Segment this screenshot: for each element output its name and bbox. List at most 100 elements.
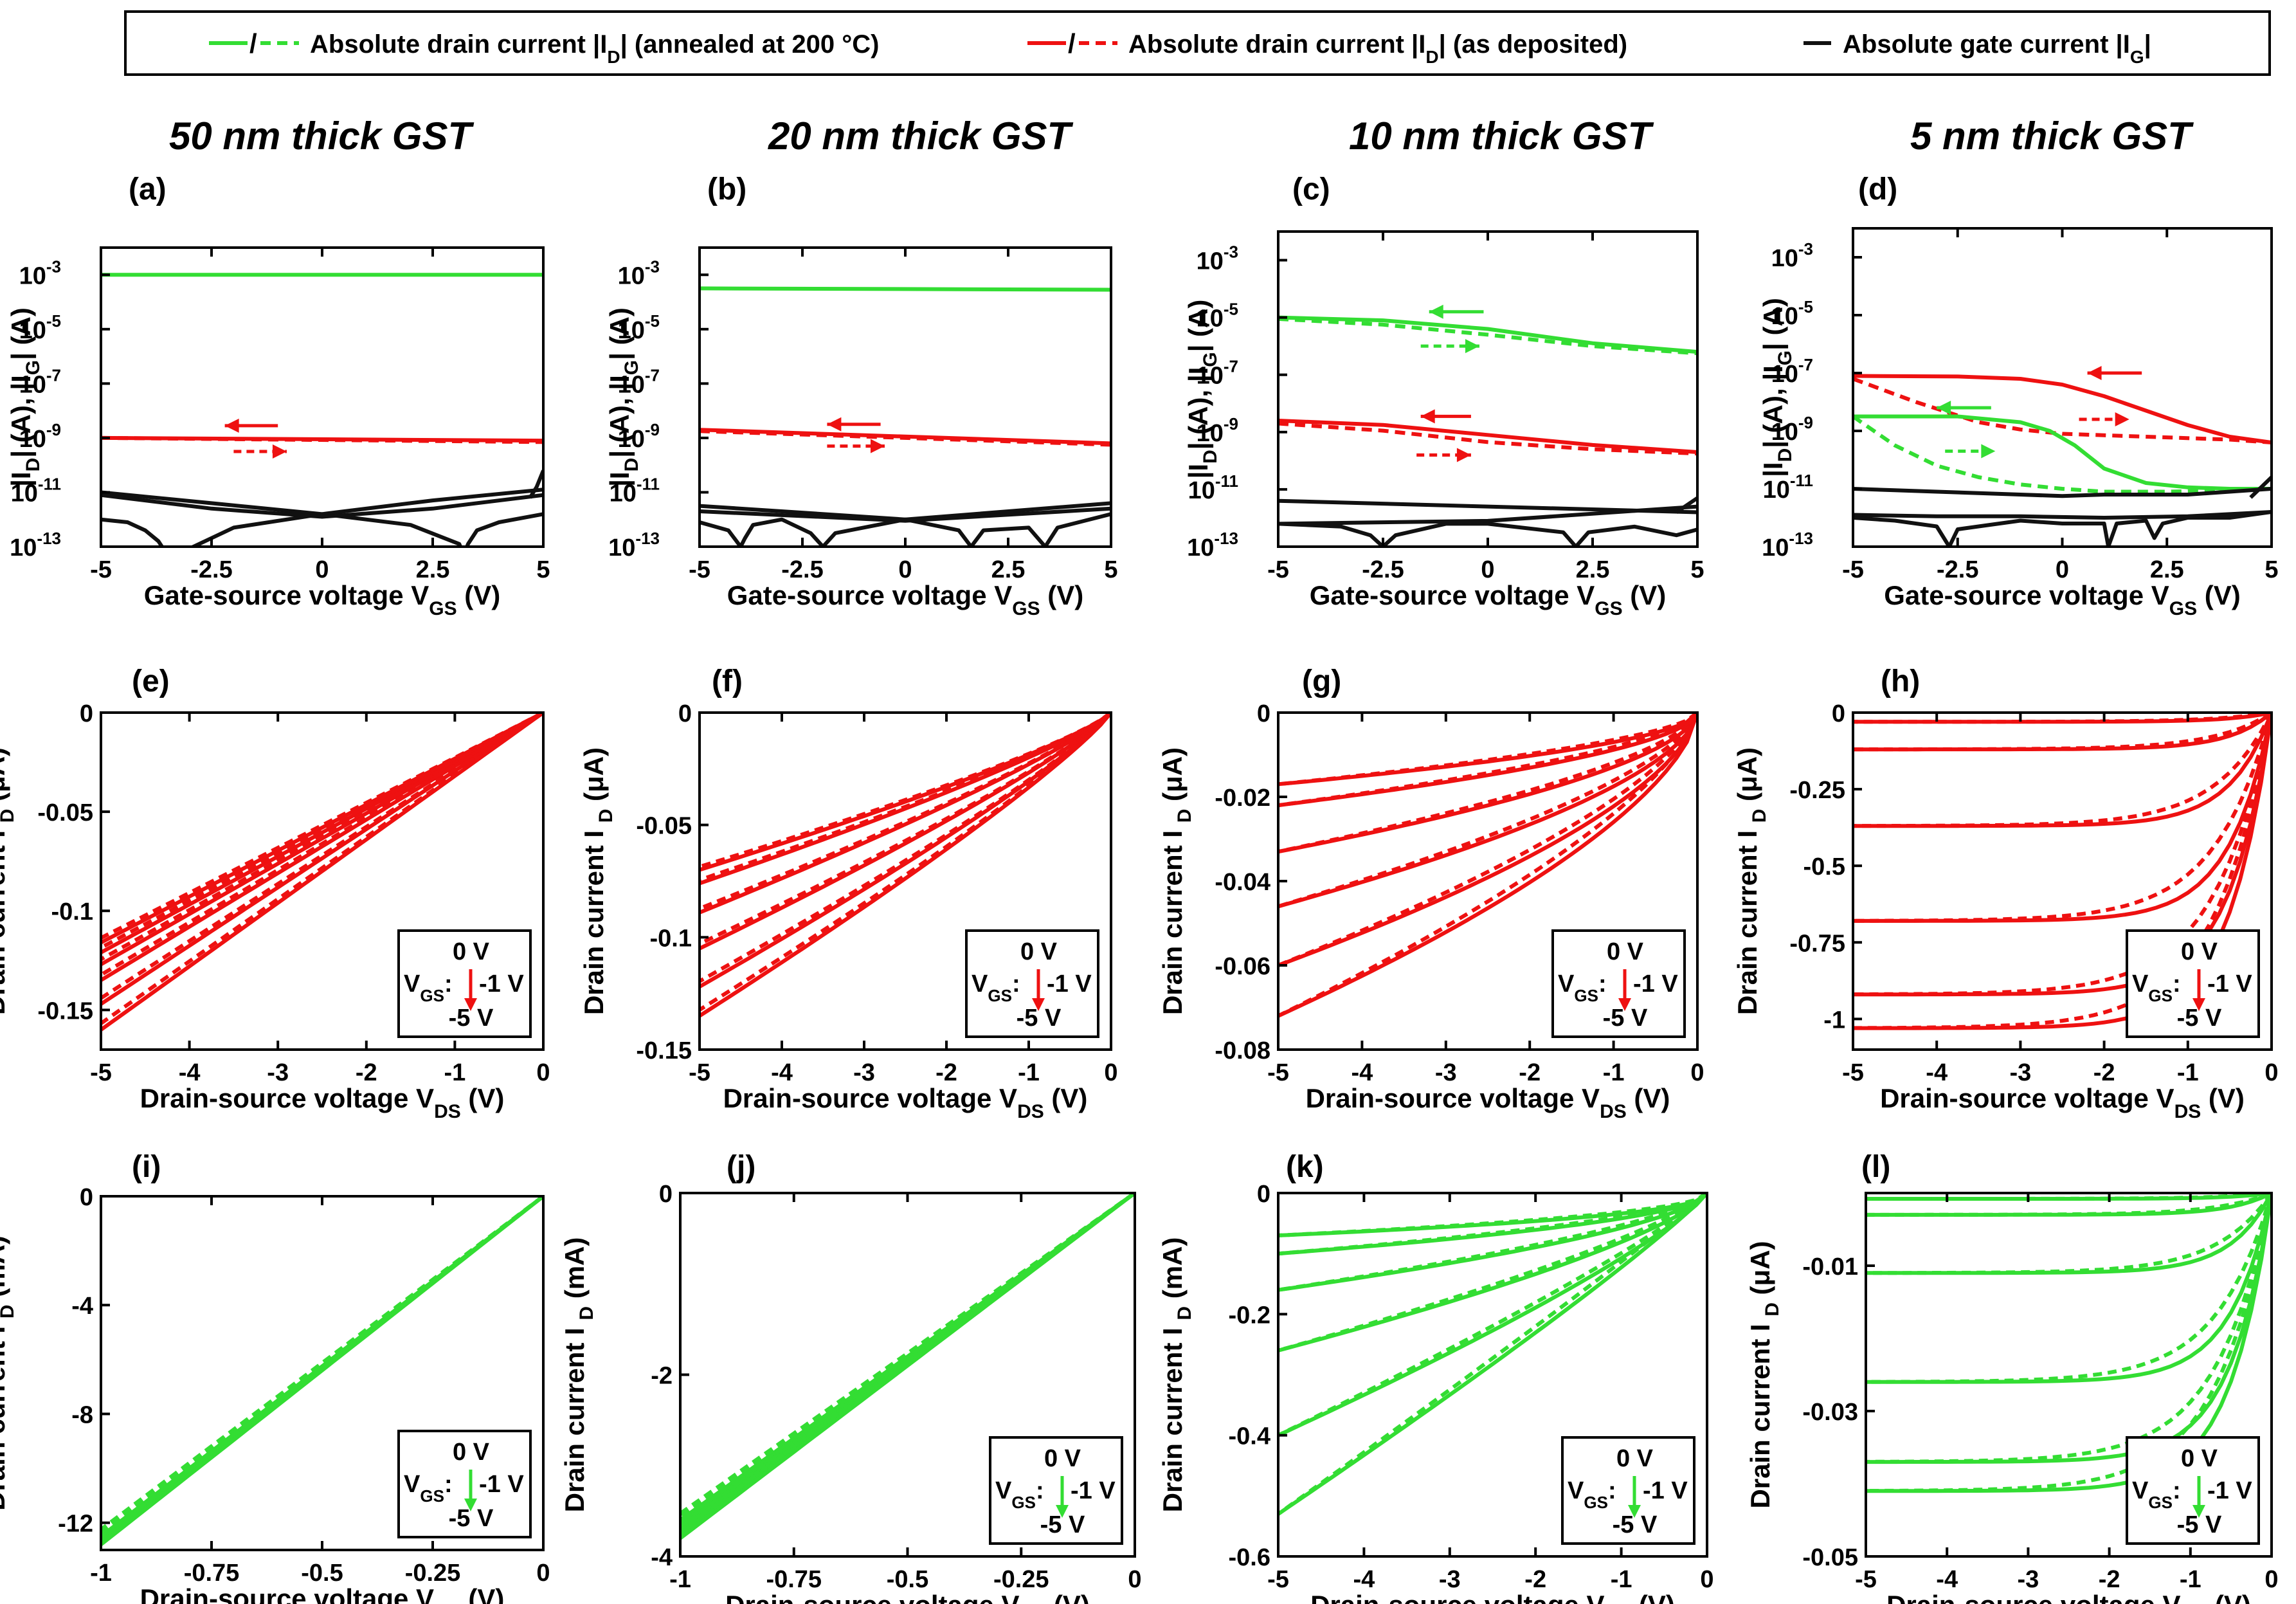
curve-solid-2 bbox=[1866, 1193, 2272, 1275]
vgs-top-label: 0 V bbox=[453, 1439, 490, 1466]
series-annealed-id-fwd bbox=[1278, 315, 1697, 354]
x-tick-label: -5 bbox=[1855, 1566, 1877, 1593]
vgs-sub: GS bbox=[1574, 986, 1598, 1005]
curve-dashed-0 bbox=[1278, 713, 1697, 787]
y-tick-label: -0.05 bbox=[1802, 1544, 1858, 1571]
vgs-sub: GS bbox=[2148, 986, 2173, 1005]
x-tick-label: 0 bbox=[1700, 1566, 1713, 1593]
series-annealed-id-rev bbox=[1853, 415, 2272, 494]
y-label-sub: D bbox=[1775, 448, 1796, 462]
curve-dashed-2 bbox=[700, 713, 1111, 911]
y-axis-label: Drain current I D (μA) bbox=[1157, 747, 1195, 1015]
y-axis-label: Drain current I D (mA) bbox=[1157, 1237, 1195, 1513]
direction-arrow-head bbox=[1420, 409, 1435, 424]
vgs-top-label: 0 V bbox=[2181, 938, 2218, 965]
y-axis-label: |ID| (A), |IG| (A) bbox=[1183, 300, 1221, 479]
series-gate-branch-3 bbox=[700, 506, 1111, 523]
y-label-sub: D bbox=[1762, 1302, 1783, 1317]
direction-arrow-head bbox=[2087, 366, 2102, 380]
y-label-part: |I bbox=[604, 471, 635, 486]
y-axis-label: Drain current I D (μA) bbox=[1732, 747, 1770, 1015]
series-annealed-id- bbox=[700, 286, 1111, 292]
y-label-part: Drain current I bbox=[579, 823, 609, 1015]
y-tick-label: -0.25 bbox=[1789, 777, 1845, 804]
vgs-box-frame bbox=[397, 1430, 532, 1538]
curve-dashed-5 bbox=[1866, 1193, 2272, 1493]
vgs-arrow-head bbox=[464, 1499, 477, 1511]
legend-frame bbox=[124, 10, 2271, 76]
curve-solid-4 bbox=[1866, 1193, 2272, 1464]
curve-dashed-3 bbox=[101, 1196, 543, 1540]
series-gate-branch-1 bbox=[101, 512, 543, 547]
y-tick-label: -0.15 bbox=[636, 1037, 692, 1064]
axes-frame bbox=[698, 246, 1112, 548]
axes-frame bbox=[698, 711, 1112, 1051]
y-tick-label: -0.04 bbox=[1215, 869, 1270, 896]
series-gate-branch-4 bbox=[528, 469, 543, 499]
x-tick-label: -4 bbox=[1936, 1566, 1958, 1593]
x-tick-label: -4 bbox=[1353, 1566, 1375, 1593]
direction-arrow-head bbox=[1937, 401, 1951, 415]
x-tick-label: -0.5 bbox=[301, 1560, 343, 1587]
y-label-sub: D bbox=[621, 458, 642, 472]
curve-dashed-5 bbox=[1278, 1193, 1707, 1516]
x-tick-label: -2.5 bbox=[781, 556, 823, 583]
x-tick-label: -5 bbox=[90, 556, 112, 583]
x-tick-label: -3 bbox=[1435, 1059, 1457, 1086]
x-label-sub: DS bbox=[1600, 1101, 1627, 1122]
vgs-colon: : bbox=[444, 1471, 453, 1498]
y-tick-exponent: -9 bbox=[1798, 413, 1813, 432]
curve-dashed-1 bbox=[101, 713, 543, 950]
y-axis-label: |ID| (A), |IG| (A) bbox=[6, 307, 44, 487]
y-label-sub: D bbox=[1749, 809, 1770, 823]
y-tick-exponent: -3 bbox=[46, 257, 61, 276]
curve-dashed-1 bbox=[1866, 1193, 2272, 1217]
y-label-part: (μA) bbox=[1745, 1241, 1775, 1302]
x-label-sub: DS bbox=[1017, 1101, 1044, 1122]
legend-label-gate: Absolute gate current |IG| bbox=[1843, 30, 2151, 67]
y-axis-label: Drain current I D (μA) bbox=[579, 747, 617, 1015]
y-tick-exponent: -13 bbox=[37, 529, 61, 548]
panels: (a) -5 -2.5 0 2.5 5 10-13 10-11 10-9 10-7 10-5 10-3… bbox=[0, 172, 2279, 1604]
vgs-box-frame bbox=[1551, 929, 1686, 1038]
direction-arrow-head bbox=[2115, 412, 2129, 426]
y-label-sub: D bbox=[1174, 1306, 1195, 1320]
vgs-arrow-head bbox=[1618, 998, 1631, 1011]
legend-label-deposited: Absolute drain current |ID| (as deposite… bbox=[1128, 30, 1627, 67]
y-label-sub: G bbox=[1200, 352, 1221, 367]
x-tick-label: -5 bbox=[689, 1059, 710, 1086]
x-tick-label: -1 bbox=[669, 1566, 691, 1593]
x-tick-label: -4 bbox=[771, 1059, 793, 1086]
y-label-part: | (A) bbox=[1758, 298, 1789, 351]
y-tick-exponent: -3 bbox=[1224, 242, 1238, 262]
vgs-arrow-head bbox=[2192, 1505, 2205, 1518]
x-tick-label: 2.5 bbox=[991, 556, 1026, 583]
direction-arrow-head bbox=[1456, 448, 1471, 462]
y-tick-label: -0.1 bbox=[51, 898, 93, 925]
vgs-top-label: 0 V bbox=[1044, 1445, 1081, 1472]
x-label-main: Drain-source voltage V bbox=[725, 1590, 1019, 1604]
vgs-arrow-head bbox=[1056, 1505, 1069, 1518]
y-label-part: (μA) bbox=[579, 747, 609, 809]
curve-dashed-4 bbox=[1866, 1193, 2272, 1464]
curve-solid-3 bbox=[1866, 1193, 2272, 1384]
x-label-main: Drain-source voltage V bbox=[1886, 1590, 2180, 1604]
y-label-part: | (A) bbox=[1183, 300, 1214, 352]
vgs-mid-label: VGS: bbox=[995, 1477, 1044, 1512]
curve-dashed-3 bbox=[1278, 1193, 1707, 1353]
y-label-sub: D bbox=[0, 1304, 18, 1318]
panel-data bbox=[700, 286, 1111, 547]
vgs-v: V bbox=[995, 1477, 1012, 1504]
y-tick-label: 10-9 bbox=[618, 420, 660, 453]
curve-dashed-0 bbox=[1278, 1193, 1707, 1237]
x-tick-label: -3 bbox=[267, 1059, 289, 1086]
curve-dashed-1 bbox=[1278, 713, 1697, 808]
y-label-part: | (A) bbox=[6, 307, 37, 360]
x-tick-label: 2.5 bbox=[2150, 556, 2184, 583]
y-label-sub: D bbox=[576, 1306, 597, 1320]
y-tick-label: -0.01 bbox=[1802, 1253, 1858, 1280]
x-tick-label: -3 bbox=[1439, 1566, 1461, 1593]
y-tick-label: -0.06 bbox=[1215, 953, 1270, 980]
